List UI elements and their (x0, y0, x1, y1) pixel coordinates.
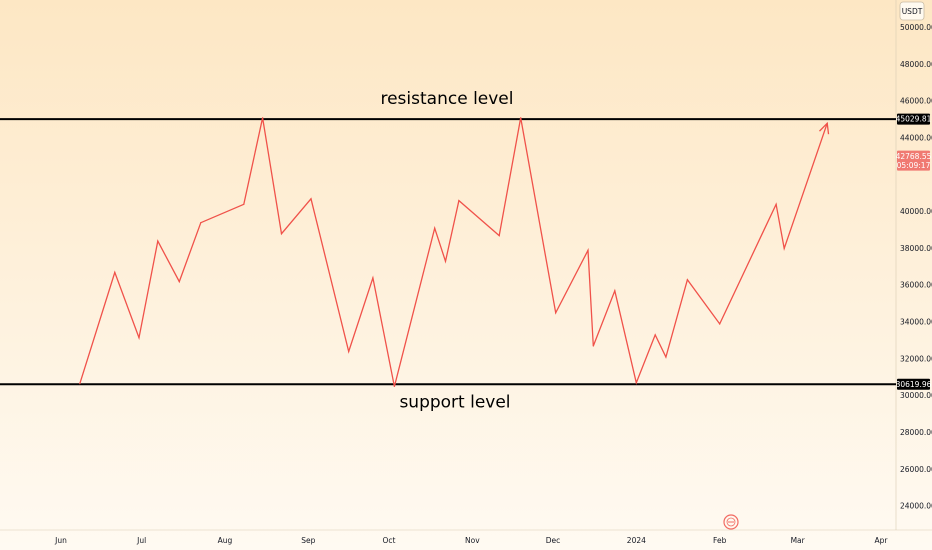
y-tick-label: 46000.00 (900, 97, 932, 106)
tradingview-logo-icon (723, 514, 739, 530)
price-point (372, 277, 374, 279)
y-tick-label: 34000.00 (900, 318, 932, 327)
x-tick-label: Jun (54, 536, 67, 545)
price-point (592, 345, 594, 347)
price-point (614, 290, 616, 292)
resistance-price-tag: 45029.81 (896, 113, 932, 125)
support-annotation: support level (399, 392, 510, 412)
price-point (262, 117, 264, 119)
price-point (243, 203, 245, 205)
y-tick-label: 36000.00 (900, 281, 932, 290)
price-point (114, 271, 116, 273)
support-tag-bg (897, 378, 930, 390)
x-tick-label: Dec (546, 536, 561, 545)
logo-ring (723, 514, 739, 530)
x-tick-label: Feb (713, 536, 727, 545)
price-line (79, 117, 828, 387)
y-tick-label: 50000.00 (900, 23, 932, 32)
y-tick-label: 38000.00 (900, 244, 932, 253)
price-point (498, 234, 500, 237)
currency-unit-label: USDT (902, 7, 923, 16)
price-point (444, 260, 447, 262)
y-tick-label: 28000.00 (900, 428, 932, 437)
price-point (654, 334, 656, 336)
y-tick-label: 26000.00 (900, 465, 932, 474)
support-price-tag: 30619.96 (896, 378, 932, 390)
price-point (686, 279, 689, 281)
y-tick-label: 30000.00 (900, 391, 932, 400)
price-point (520, 117, 522, 119)
x-axis-ticks: Jun Jul Aug Sep Oct Nov Dec 2024 Feb Mar Apr (54, 536, 888, 545)
currency-unit-box (899, 1, 925, 21)
y-tick-label: 44000.00 (900, 134, 932, 143)
y-tick-label: 48000.00 (900, 60, 932, 69)
price-series (79, 117, 830, 388)
price-point (719, 323, 721, 325)
price-point (775, 203, 777, 205)
price-point (393, 385, 395, 388)
candle-countdown-label: 05:09:17 (897, 161, 931, 170)
x-tick-label: Nov (465, 536, 480, 545)
price-point (665, 356, 667, 358)
y-tick-label: 24000.00 (900, 502, 932, 511)
current-price-tag: 42768.55 05:09:17 (896, 150, 932, 171)
price-point (280, 233, 283, 235)
price-point (138, 337, 140, 339)
price-point (635, 382, 637, 384)
price-point (79, 383, 81, 385)
x-tick-label: 2024 (627, 536, 646, 545)
logo-inner (726, 517, 736, 527)
price-point (458, 199, 460, 202)
x-tick-label: Oct (383, 536, 396, 545)
price-point (200, 222, 202, 224)
resistance-tag-label: 45029.81 (896, 115, 932, 124)
current-price-label: 42768.55 (896, 152, 932, 161)
x-tick-label: Sep (301, 536, 315, 545)
x-tick-label: Aug (218, 536, 233, 545)
price-point (157, 240, 159, 242)
price-point (783, 247, 785, 250)
x-tick-label: Mar (791, 536, 806, 545)
support-tag-label: 30619.96 (896, 380, 932, 389)
price-point (310, 198, 312, 200)
current-price-tag-bg (897, 150, 930, 171)
price-point (587, 249, 589, 251)
x-tick-label: Jul (136, 536, 146, 545)
y-tick-label: 32000.00 (900, 354, 932, 363)
price-point (348, 350, 350, 353)
price-point (434, 227, 436, 229)
x-tick-label: Apr (875, 536, 889, 545)
price-point (555, 312, 557, 314)
price-point (178, 280, 180, 283)
y-tick-label: 40000.00 (900, 207, 932, 216)
resistance-annotation: resistance level (380, 89, 513, 109)
arrow-head (819, 121, 830, 135)
resistance-tag-bg (897, 113, 930, 125)
currency-unit-button[interactable]: USDT (899, 1, 925, 21)
y-axis-ticks: 50000.00 48000.00 46000.00 44000.00 40000.00… (900, 23, 932, 510)
